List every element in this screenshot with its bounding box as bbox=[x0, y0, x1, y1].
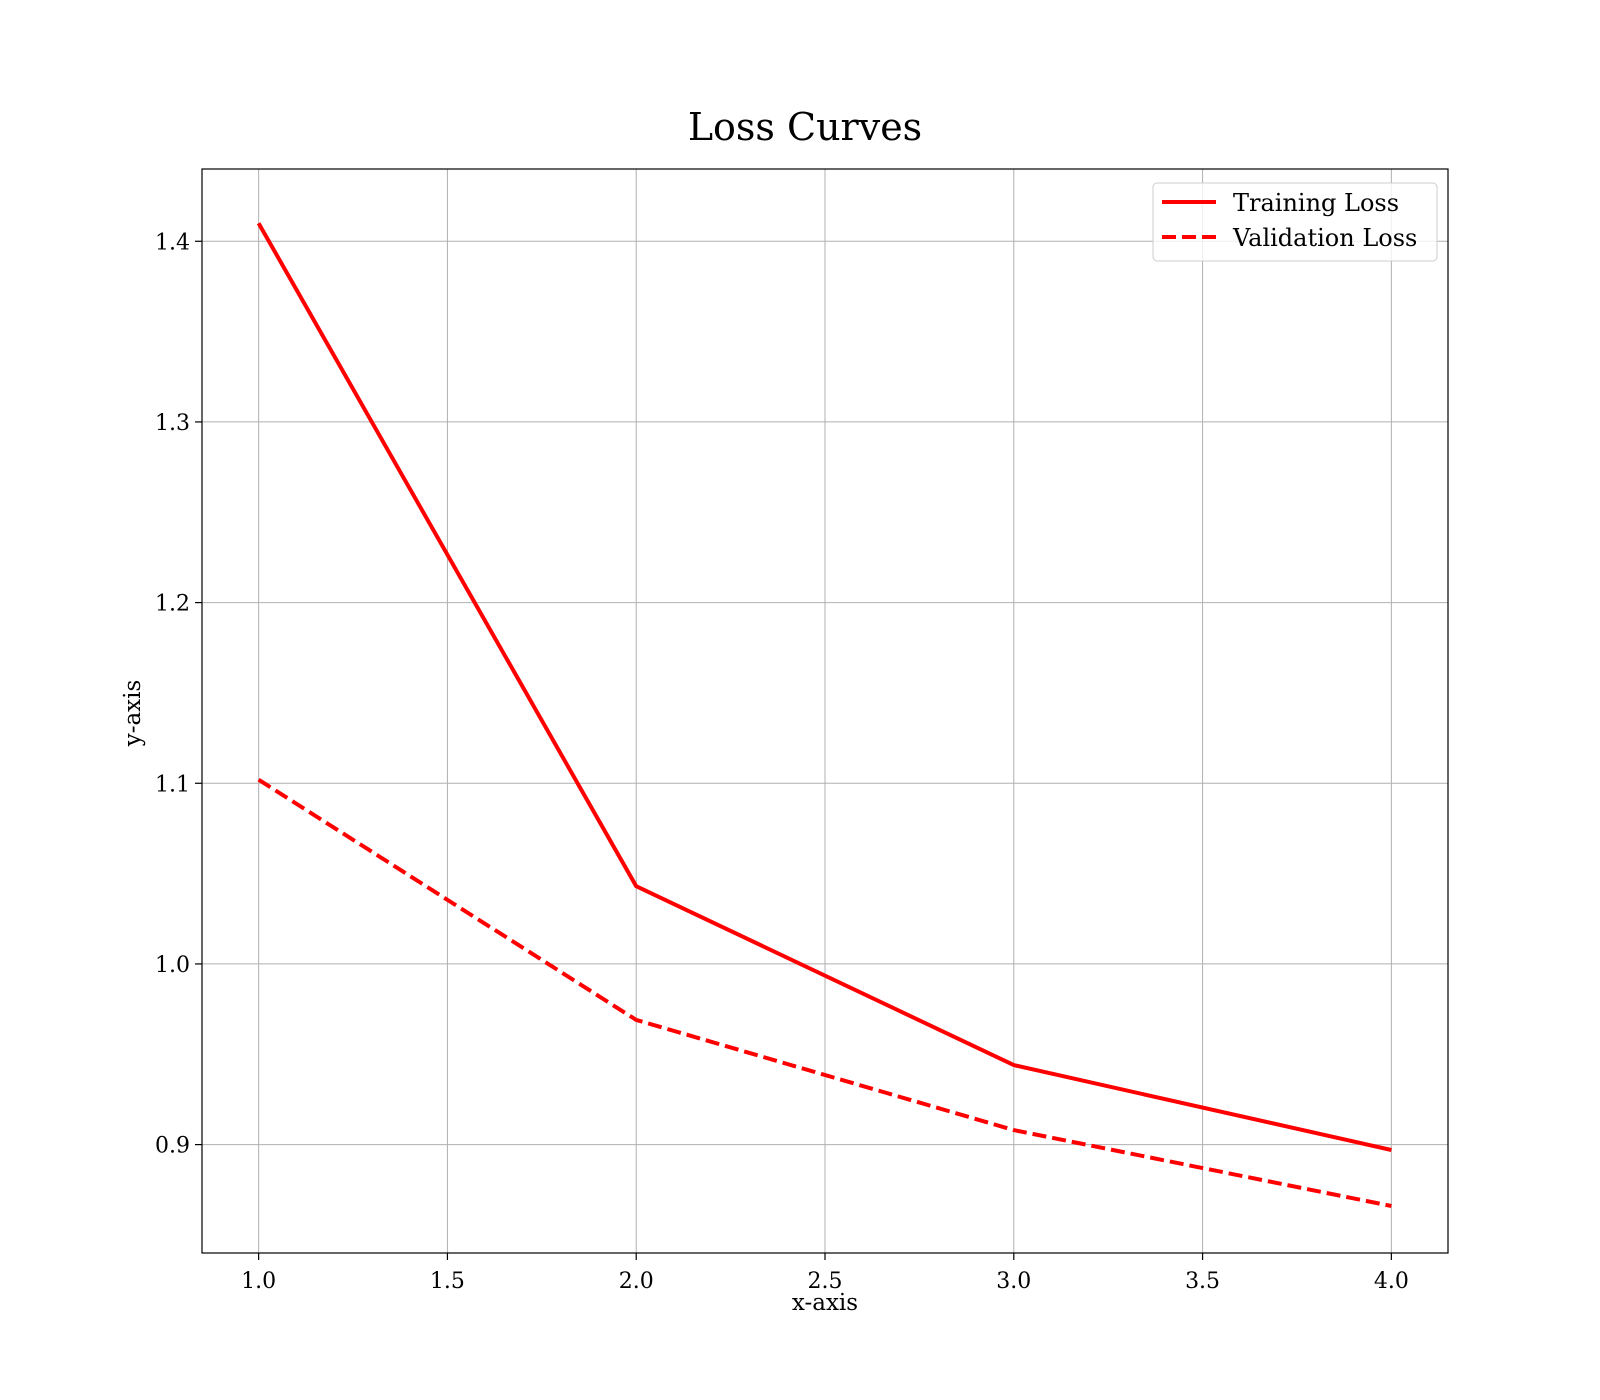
axis-ticks: 1.0 1.5 2.0 2.5 3.0 3.5 4.0 0.9 1.0 1.1 1.2 1.3 1.4 bbox=[155, 230, 1409, 1294]
series-lines bbox=[256, 222, 1392, 1208]
y-tick-label: 1.1 bbox=[155, 772, 190, 797]
grid-lines bbox=[202, 169, 1448, 1253]
y-tick-label: 1.4 bbox=[155, 230, 190, 255]
x-tick-label: 2.5 bbox=[808, 1269, 843, 1294]
legend-label-training-loss: Training Loss bbox=[1233, 189, 1399, 217]
y-tick-label: 1.0 bbox=[155, 953, 190, 978]
x-tick-label: 1.0 bbox=[241, 1269, 276, 1294]
x-tick-label: 1.5 bbox=[430, 1269, 465, 1294]
legend-box bbox=[1152, 182, 1438, 262]
x-tick-label: 3.5 bbox=[1185, 1269, 1220, 1294]
series-line-validation-loss bbox=[257, 778, 1392, 1208]
y-axis-label: y-axis bbox=[120, 680, 146, 748]
x-tick-label: 3.0 bbox=[996, 1269, 1031, 1294]
chart-title: Loss Curves bbox=[688, 105, 922, 149]
y-tick-label: 0.9 bbox=[155, 1134, 190, 1159]
y-tick-label: 1.3 bbox=[155, 411, 190, 436]
y-tick-label: 1.2 bbox=[155, 592, 190, 617]
x-tick-label: 4.0 bbox=[1374, 1269, 1409, 1294]
x-axis-label: x-axis bbox=[792, 1290, 858, 1316]
x-tick-label: 2.0 bbox=[619, 1269, 654, 1294]
series-line-training-loss bbox=[256, 222, 1392, 1152]
legend-label-validation-loss: Validation Loss bbox=[1232, 224, 1417, 252]
legend: Training Loss Validation Loss bbox=[1152, 182, 1438, 262]
